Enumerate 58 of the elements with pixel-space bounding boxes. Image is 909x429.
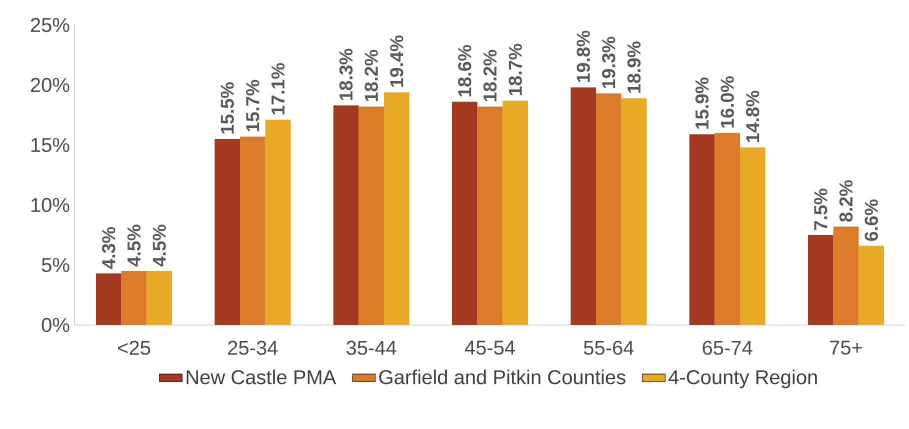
x-tick-label: 45-54: [464, 340, 515, 355]
bar: [502, 100, 528, 325]
data-label: 15.9%: [695, 78, 709, 129]
bar: [146, 271, 172, 325]
bar: [621, 98, 647, 325]
y-tick-label: 15%: [31, 138, 70, 152]
legend-label: 4-County Region: [668, 370, 817, 388]
legend-label: Garfield and Pitkin Counties: [379, 370, 626, 384]
bar: [96, 273, 122, 325]
bar: [121, 271, 147, 325]
data-label: 14.8%: [746, 90, 760, 142]
bar: [740, 147, 766, 325]
x-tick-label: 55-64: [584, 340, 634, 355]
bar: [240, 136, 266, 325]
legend-label: New Castle PMA: [186, 370, 336, 384]
x-tick-label: 25-34: [228, 340, 278, 355]
bar: [265, 120, 291, 325]
x-tick-label: 75+: [830, 340, 862, 355]
data-label: 8.2%: [839, 180, 853, 222]
bar: [333, 105, 359, 325]
bar: [477, 106, 503, 325]
bar: [384, 92, 410, 325]
data-label: 19.3%: [602, 36, 616, 88]
data-label: 18.3%: [339, 48, 353, 100]
y-tick-label: 0%: [42, 318, 70, 332]
data-label: 18.2%: [483, 50, 497, 102]
bar: [714, 133, 740, 325]
bar: [596, 93, 622, 325]
bar: [214, 139, 240, 325]
y-tick-label: 20%: [30, 78, 70, 92]
data-label: 15.7%: [246, 80, 260, 132]
y-tick-label: 10%: [31, 198, 70, 212]
x-tick-label: <25: [118, 340, 150, 355]
data-label: 17.1%: [271, 63, 285, 114]
bar: [452, 102, 478, 325]
data-label: 4.5%: [127, 224, 141, 266]
data-label: 15.5%: [220, 82, 234, 134]
bar: [833, 226, 859, 325]
data-label: 18.2%: [364, 50, 378, 102]
data-label: 4.5%: [152, 224, 166, 266]
x-tick-label: 65-74: [702, 340, 752, 355]
x-tick-label: 35-44: [346, 340, 396, 355]
data-label: 18.7%: [508, 44, 522, 96]
data-label: 18.9%: [627, 42, 641, 93]
data-label: 6.6%: [864, 199, 878, 241]
y-tick-label: 25%: [30, 18, 70, 32]
data-label: 19.8%: [576, 30, 590, 82]
data-label: 16.0%: [720, 76, 734, 128]
bar: [808, 235, 834, 325]
y-tick-label: 5%: [42, 258, 70, 272]
bar: [358, 106, 384, 325]
data-label: 7.5%: [814, 188, 828, 230]
data-label: 18.6%: [458, 45, 472, 96]
bar: [689, 134, 715, 325]
bar: [858, 246, 884, 325]
data-label: 19.4%: [390, 36, 404, 87]
data-label: 4.3%: [102, 227, 116, 269]
bar: [570, 87, 596, 325]
